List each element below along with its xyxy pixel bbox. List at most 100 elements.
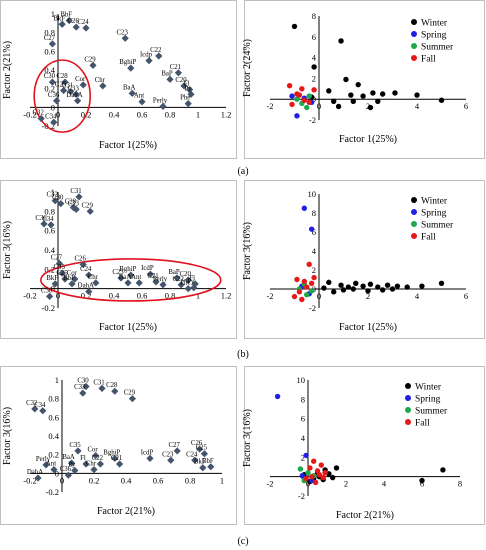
loading-point [82, 382, 90, 391]
y-tick-label: 6 [312, 32, 316, 42]
score-point [318, 462, 324, 468]
y-axis-title: Factor 3(16%) [242, 409, 253, 467]
point-label: C30 [52, 195, 64, 202]
point-label: C32 [47, 192, 59, 199]
loading-point [166, 75, 174, 83]
loading-point [74, 447, 82, 455]
y-tick-label: 1 [55, 375, 59, 385]
score-point [367, 281, 374, 287]
score-point [289, 93, 295, 99]
point-label: BkF [53, 15, 65, 22]
point-label: BbF [60, 12, 72, 19]
score-point [308, 288, 315, 294]
legend-label: Winter [421, 197, 448, 207]
score-point [335, 103, 342, 110]
x-tick-label: -0.2 [23, 291, 36, 301]
legend-label: Spring [421, 209, 447, 219]
legend-marker [411, 197, 417, 203]
legend-marker [411, 43, 417, 49]
score-point [306, 261, 312, 267]
point-label: Ant [131, 274, 141, 281]
point-label: Cor [67, 270, 78, 277]
x-axis-title: Factor 1(25%) [99, 140, 157, 151]
loading-point [72, 205, 80, 213]
point-label: C35 [69, 442, 81, 449]
loading-point [48, 40, 56, 48]
point-label: Fl [184, 81, 190, 88]
point-label: C33 [68, 85, 80, 92]
point-label: DahA [66, 92, 82, 99]
point-label: Py [68, 462, 76, 469]
score-point [321, 285, 327, 291]
score-point [338, 38, 344, 44]
caption-a: (a) [237, 166, 248, 177]
point-label: C32 [33, 110, 45, 117]
loading-point [71, 275, 79, 283]
y-tick-label: 4 [312, 246, 317, 256]
point-label: C25 [196, 445, 208, 452]
y-tick-label: -0.2 [42, 121, 55, 131]
y-tick-label: 8 [312, 11, 316, 21]
score-point [308, 280, 315, 286]
point-label: C21 [170, 64, 181, 71]
loading-point [159, 281, 167, 289]
point-label: C27 [44, 35, 56, 42]
panel-b-loadings-plot: -0.2 0 0.2 0.4 0.6 0.8 1 1.2-0.200.20.40.60.81F… [2, 187, 231, 333]
loading-point [146, 454, 154, 462]
point-label: C25 [56, 270, 68, 277]
legend-marker [411, 55, 417, 61]
score-point [311, 274, 317, 281]
score-point [311, 64, 317, 70]
y-tick-label: 6 [312, 227, 316, 237]
y-tick-label: 4 [301, 433, 306, 443]
y-tick-label: 1 [51, 9, 55, 19]
score-point [304, 292, 310, 298]
point-label: C36 [60, 466, 72, 473]
loading-point [46, 292, 54, 300]
score-point [367, 104, 374, 111]
point-label: Fl [189, 275, 195, 282]
loading-point [146, 270, 154, 278]
score-point [419, 477, 425, 484]
x-tick-label: 0.4 [109, 109, 120, 119]
point-label: BkF [194, 459, 206, 466]
score-point [326, 279, 332, 286]
x-tick-label: -2 [266, 291, 273, 301]
point-label: BbF [202, 458, 214, 465]
y-tick-label: 0.6 [48, 412, 59, 422]
loading-point [190, 284, 198, 292]
x-tick-label: 6 [464, 291, 468, 301]
score-point [360, 93, 366, 99]
loading-point [92, 452, 100, 460]
score-point [296, 289, 303, 295]
loading-point [96, 460, 104, 468]
score-point [301, 97, 307, 103]
x-tick-label: 0.8 [165, 291, 176, 301]
loading-point [47, 221, 55, 229]
point-label: Chr [88, 274, 99, 281]
y-axis-title: Factor 3(16%) [2, 407, 13, 465]
loading-point [60, 86, 68, 95]
point-label: C36 [35, 215, 47, 222]
point-label: C25 [55, 82, 67, 89]
point-label: IcdP [141, 265, 154, 272]
score-point [338, 282, 344, 288]
point-label: Chr [86, 461, 97, 468]
panel-c-loadings-frame [0, 366, 237, 525]
loading-point [199, 464, 207, 472]
legend-marker [411, 31, 417, 37]
loading-point [180, 82, 188, 90]
score-point [350, 286, 356, 292]
loading-point [79, 389, 87, 397]
score-point [340, 287, 347, 293]
loading-point [128, 89, 136, 97]
x-tick-label: 4 [415, 101, 420, 111]
x-tick-label: 1 [220, 475, 224, 485]
score-point [375, 98, 381, 104]
point-label: BaP [168, 269, 180, 276]
point-label: C31 [93, 379, 104, 386]
x-tick-label: 4 [382, 479, 387, 489]
y-tick-label: 0.8 [44, 206, 55, 216]
legend-marker [411, 233, 417, 239]
